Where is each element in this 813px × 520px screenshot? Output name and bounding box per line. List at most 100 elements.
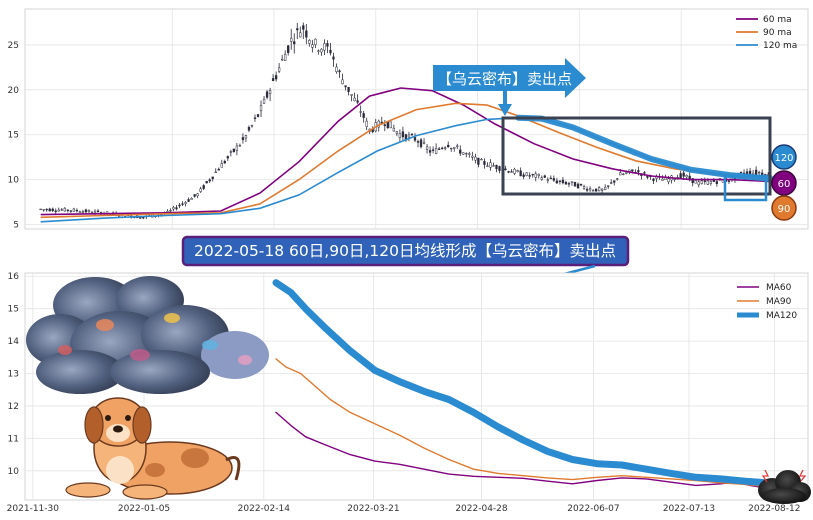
- top-line-ma90: [40, 102, 793, 219]
- candle-body: [247, 127, 251, 131]
- candle-body: [567, 183, 571, 185]
- top-ma-lines: [40, 87, 796, 223]
- candle-body: [745, 171, 749, 175]
- bottom-x-tick-label: 2022-06-07: [567, 504, 619, 514]
- candle-body: [81, 211, 85, 213]
- candle-body: [625, 172, 628, 174]
- candle-body: [486, 165, 489, 167]
- candle-body: [616, 178, 619, 180]
- candle-body: [398, 133, 402, 138]
- candle-body: [350, 94, 353, 96]
- candle-body: [238, 145, 242, 147]
- candle-body: [311, 44, 314, 48]
- candle-body: [754, 169, 758, 175]
- candle-body: [564, 181, 568, 185]
- candle-body: [673, 178, 676, 181]
- sell-point-callout: 【乌云密布】卖出点: [433, 58, 586, 116]
- badge-60: 60: [771, 170, 797, 196]
- candle-body: [235, 145, 239, 151]
- candle-body: [356, 100, 359, 103]
- candle-body: [302, 25, 305, 30]
- candle-body: [395, 131, 399, 134]
- signal-banner: 2022-05-18 60日,90日,120日均线形成【乌云密布】卖出点: [181, 235, 630, 284]
- callout-arrow-shape: [433, 58, 586, 98]
- bottom-x-tick-label: 2022-03-21: [347, 504, 399, 514]
- bottom-line-ma120: [272, 279, 774, 487]
- candle-body: [739, 171, 743, 174]
- candle-body: [531, 173, 534, 176]
- candle-body: [444, 147, 447, 149]
- candle-body: [172, 207, 175, 210]
- candle-body: [51, 208, 54, 212]
- candle-body: [525, 172, 528, 176]
- candle-body: [537, 173, 540, 176]
- candle-body: [60, 209, 63, 211]
- candle-body: [468, 153, 471, 155]
- candle-body: [39, 208, 42, 211]
- candle-body: [187, 199, 190, 202]
- candle-body: [344, 85, 347, 88]
- candle-body: [365, 120, 368, 127]
- candle-body: [480, 158, 483, 161]
- bottom-x-tick-label: 2022-04-28: [455, 504, 508, 514]
- candle-body: [462, 152, 465, 155]
- candle-body: [519, 170, 522, 177]
- candle-body: [646, 175, 649, 178]
- candle-body: [588, 188, 592, 191]
- candle-body: [175, 207, 178, 210]
- candle-body: [450, 147, 453, 150]
- candle-body: [594, 188, 598, 192]
- candle-body: [271, 78, 275, 81]
- bottom-y-tick-label: 16: [8, 272, 20, 282]
- candle-body: [437, 148, 441, 150]
- candle-body: [489, 162, 492, 168]
- top-line-ma60: [40, 87, 793, 216]
- candle-body: [69, 210, 72, 212]
- candle-body: [610, 182, 613, 184]
- candle-body: [87, 210, 91, 213]
- candle-body: [576, 183, 580, 189]
- candle-body: [63, 207, 66, 212]
- candle-body: [386, 121, 389, 129]
- candle-body: [96, 210, 100, 212]
- candle-body: [757, 171, 761, 174]
- candle-body: [540, 177, 543, 180]
- candle-body: [552, 178, 556, 181]
- candle-body: [277, 67, 281, 72]
- bottom-x-tick-label: 2022-07-13: [663, 504, 715, 514]
- candle-body: [591, 190, 595, 192]
- candle-body: [474, 156, 477, 161]
- candle-body: [622, 173, 625, 176]
- top-legend-label: 60 ma: [763, 15, 792, 25]
- bottom-x-axis: 2021-11-30 2022-01-05 2022-02-14 2022-03-21…: [7, 504, 801, 514]
- bottom-y-tick-label: 13: [8, 370, 19, 380]
- candle-body: [341, 79, 344, 85]
- candle-body: [422, 141, 426, 144]
- bottom-x-tick-label: 2022-08-12: [748, 504, 800, 514]
- bottom-legend-label: MA90: [766, 297, 792, 307]
- candle-body: [383, 124, 386, 127]
- candle-body: [293, 41, 296, 45]
- candle-body: [761, 172, 764, 176]
- candle-body: [320, 48, 323, 53]
- candle-body: [579, 183, 583, 186]
- candle-body: [274, 75, 278, 80]
- candle-body: [498, 166, 501, 171]
- candle-body: [265, 91, 269, 98]
- candle-body: [528, 175, 531, 177]
- candle-body: [347, 87, 350, 92]
- candle-body: [700, 180, 703, 184]
- candle-body: [471, 155, 474, 158]
- candle-body: [428, 150, 432, 153]
- bottom-x-tick-label: 2021-11-30: [7, 504, 60, 514]
- candle-body: [205, 181, 208, 184]
- candle-body: [706, 180, 709, 185]
- candle-body: [72, 208, 76, 212]
- candle-body: [549, 177, 552, 180]
- bottom-x-tick-label: 2022-01-05: [118, 504, 170, 514]
- candle-body: [546, 179, 549, 181]
- candle-body: [299, 32, 302, 38]
- candle-body: [495, 164, 498, 169]
- dog-illustration: [65, 397, 241, 500]
- candle-body: [483, 161, 486, 165]
